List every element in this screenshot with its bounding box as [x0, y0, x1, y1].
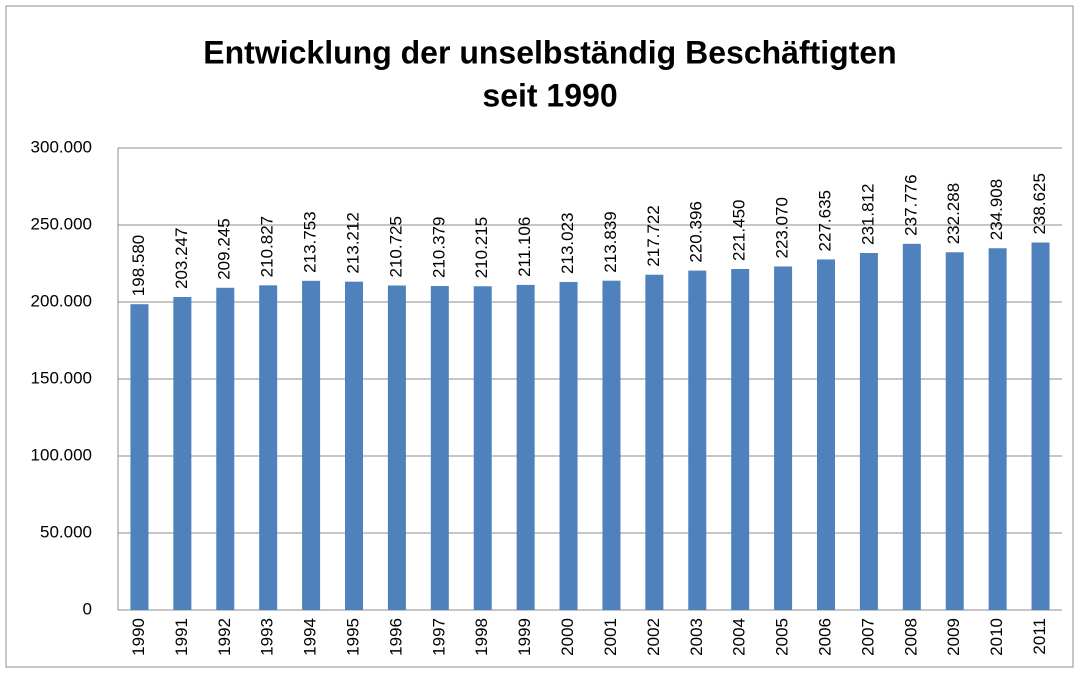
x-tick-label: 1996 — [386, 618, 405, 656]
bar — [817, 259, 835, 610]
bar — [859, 253, 878, 610]
x-tick-label: 2000 — [558, 618, 577, 656]
value-label: 210.725 — [386, 216, 405, 277]
value-label: 213.753 — [301, 211, 320, 272]
value-label: 210.827 — [258, 216, 277, 277]
x-tick-label: 1997 — [429, 618, 448, 656]
y-tick-label: 250.000 — [31, 214, 92, 233]
value-label: 231.812 — [858, 184, 877, 245]
bar — [473, 286, 492, 610]
bar — [988, 248, 1007, 610]
x-tick-label: 2011 — [1030, 618, 1049, 655]
value-label: 213.023 — [558, 212, 577, 273]
x-tick-label: 1991 — [172, 618, 191, 656]
value-label: 217.722 — [644, 205, 663, 266]
bar — [259, 285, 278, 610]
value-label: 209.245 — [215, 218, 234, 279]
value-label: 237.776 — [901, 174, 920, 235]
value-label: 213.839 — [601, 211, 620, 272]
x-tick-label: 2003 — [687, 618, 706, 656]
chart-title: seit 1990 — [482, 77, 617, 113]
value-label: 210.379 — [429, 217, 448, 278]
bar — [216, 287, 235, 610]
y-tick-label: 0 — [83, 599, 92, 618]
value-label: 232.288 — [944, 183, 963, 244]
x-tick-label: 1995 — [343, 618, 362, 656]
bar — [902, 243, 921, 611]
y-tick-label: 300.000 — [31, 137, 92, 156]
x-tick-label: 1994 — [301, 618, 320, 656]
bar — [130, 304, 149, 610]
value-label: 221.450 — [730, 200, 749, 261]
y-tick-label: 150.000 — [31, 368, 92, 387]
bar — [173, 296, 192, 610]
value-label: 234.908 — [987, 179, 1006, 240]
value-label: 210.215 — [472, 217, 491, 278]
bar — [688, 270, 707, 610]
x-tick-label: 2008 — [901, 618, 920, 656]
x-tick-label: 2007 — [858, 618, 877, 656]
chart-title: Entwicklung der unselbständig Beschäftig… — [203, 34, 896, 70]
x-tick-label: 1993 — [258, 618, 277, 656]
bar — [774, 266, 793, 610]
value-label: 203.247 — [172, 228, 191, 289]
y-tick-label: 50.000 — [40, 522, 92, 541]
bar — [345, 281, 363, 610]
y-tick-label: 100.000 — [31, 445, 92, 464]
value-label: 198.580 — [129, 235, 148, 296]
x-tick-label: 1992 — [215, 618, 234, 656]
x-tick-label: 2001 — [601, 618, 620, 656]
x-tick-label: 1999 — [515, 618, 534, 656]
bar — [945, 252, 964, 610]
value-label: 223.070 — [773, 197, 792, 258]
value-label: 211.106 — [515, 217, 534, 277]
x-tick-label: 2004 — [730, 618, 749, 656]
value-label: 238.625 — [1030, 173, 1049, 234]
x-tick-label: 2005 — [773, 618, 792, 656]
bar — [1031, 242, 1050, 610]
bar — [645, 274, 664, 610]
bar — [387, 285, 406, 610]
y-tick-label: 200.000 — [31, 291, 92, 310]
x-tick-label: 1990 — [129, 618, 148, 656]
x-tick-label: 2002 — [644, 618, 663, 656]
bar — [516, 284, 535, 610]
bar — [731, 268, 750, 610]
value-label: 227.635 — [815, 190, 834, 251]
x-tick-label: 1998 — [472, 618, 491, 656]
bar — [302, 280, 321, 610]
value-label: 220.396 — [687, 201, 706, 262]
bar — [602, 280, 621, 610]
bar — [559, 281, 578, 610]
bar — [430, 286, 449, 610]
x-tick-label: 2009 — [944, 618, 963, 656]
x-tick-label: 2006 — [815, 618, 834, 656]
value-label: 213.212 — [343, 212, 362, 273]
x-tick-label: 2010 — [987, 618, 1006, 656]
